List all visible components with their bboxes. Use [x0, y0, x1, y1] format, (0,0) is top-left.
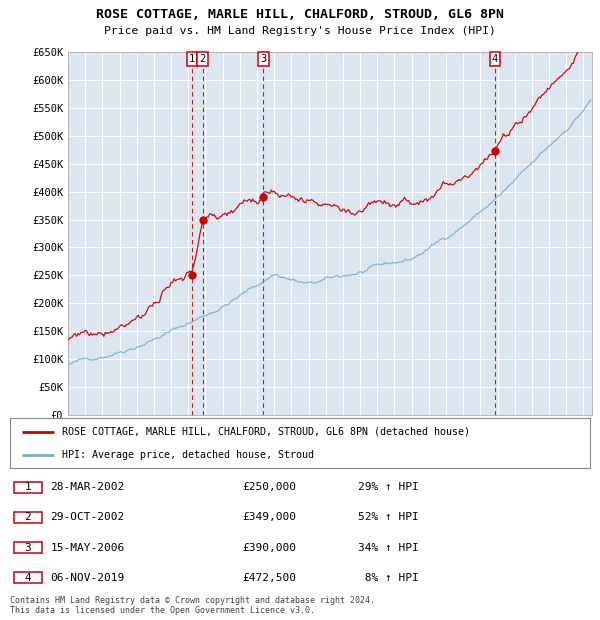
Text: Contains HM Land Registry data © Crown copyright and database right 2024.
This d: Contains HM Land Registry data © Crown c… [10, 596, 375, 616]
Text: 52% ↑ HPI: 52% ↑ HPI [358, 512, 419, 523]
Text: £349,000: £349,000 [242, 512, 296, 523]
Text: 28-MAR-2002: 28-MAR-2002 [50, 482, 125, 492]
Text: 4: 4 [492, 54, 498, 64]
Text: 8% ↑ HPI: 8% ↑ HPI [358, 573, 419, 583]
Text: Price paid vs. HM Land Registry's House Price Index (HPI): Price paid vs. HM Land Registry's House … [104, 26, 496, 36]
Text: 2: 2 [199, 54, 206, 64]
Text: 3: 3 [25, 542, 31, 552]
Text: ROSE COTTAGE, MARLE HILL, CHALFORD, STROUD, GL6 8PN (detached house): ROSE COTTAGE, MARLE HILL, CHALFORD, STRO… [62, 427, 470, 436]
Text: 4: 4 [25, 573, 31, 583]
Text: 15-MAY-2006: 15-MAY-2006 [50, 542, 125, 552]
Text: ROSE COTTAGE, MARLE HILL, CHALFORD, STROUD, GL6 8PN: ROSE COTTAGE, MARLE HILL, CHALFORD, STRO… [96, 8, 504, 21]
FancyBboxPatch shape [14, 512, 42, 523]
Text: £472,500: £472,500 [242, 573, 296, 583]
Text: £390,000: £390,000 [242, 542, 296, 552]
FancyBboxPatch shape [14, 542, 42, 553]
Text: 06-NOV-2019: 06-NOV-2019 [50, 573, 125, 583]
Text: 34% ↑ HPI: 34% ↑ HPI [358, 542, 419, 552]
Text: 2: 2 [25, 512, 31, 523]
FancyBboxPatch shape [14, 482, 42, 492]
Text: 29-OCT-2002: 29-OCT-2002 [50, 512, 125, 523]
Text: 1: 1 [189, 54, 196, 64]
Text: £250,000: £250,000 [242, 482, 296, 492]
Text: 1: 1 [25, 482, 31, 492]
Text: 3: 3 [260, 54, 266, 64]
FancyBboxPatch shape [14, 572, 42, 583]
Text: HPI: Average price, detached house, Stroud: HPI: Average price, detached house, Stro… [62, 450, 314, 459]
Text: 29% ↑ HPI: 29% ↑ HPI [358, 482, 419, 492]
